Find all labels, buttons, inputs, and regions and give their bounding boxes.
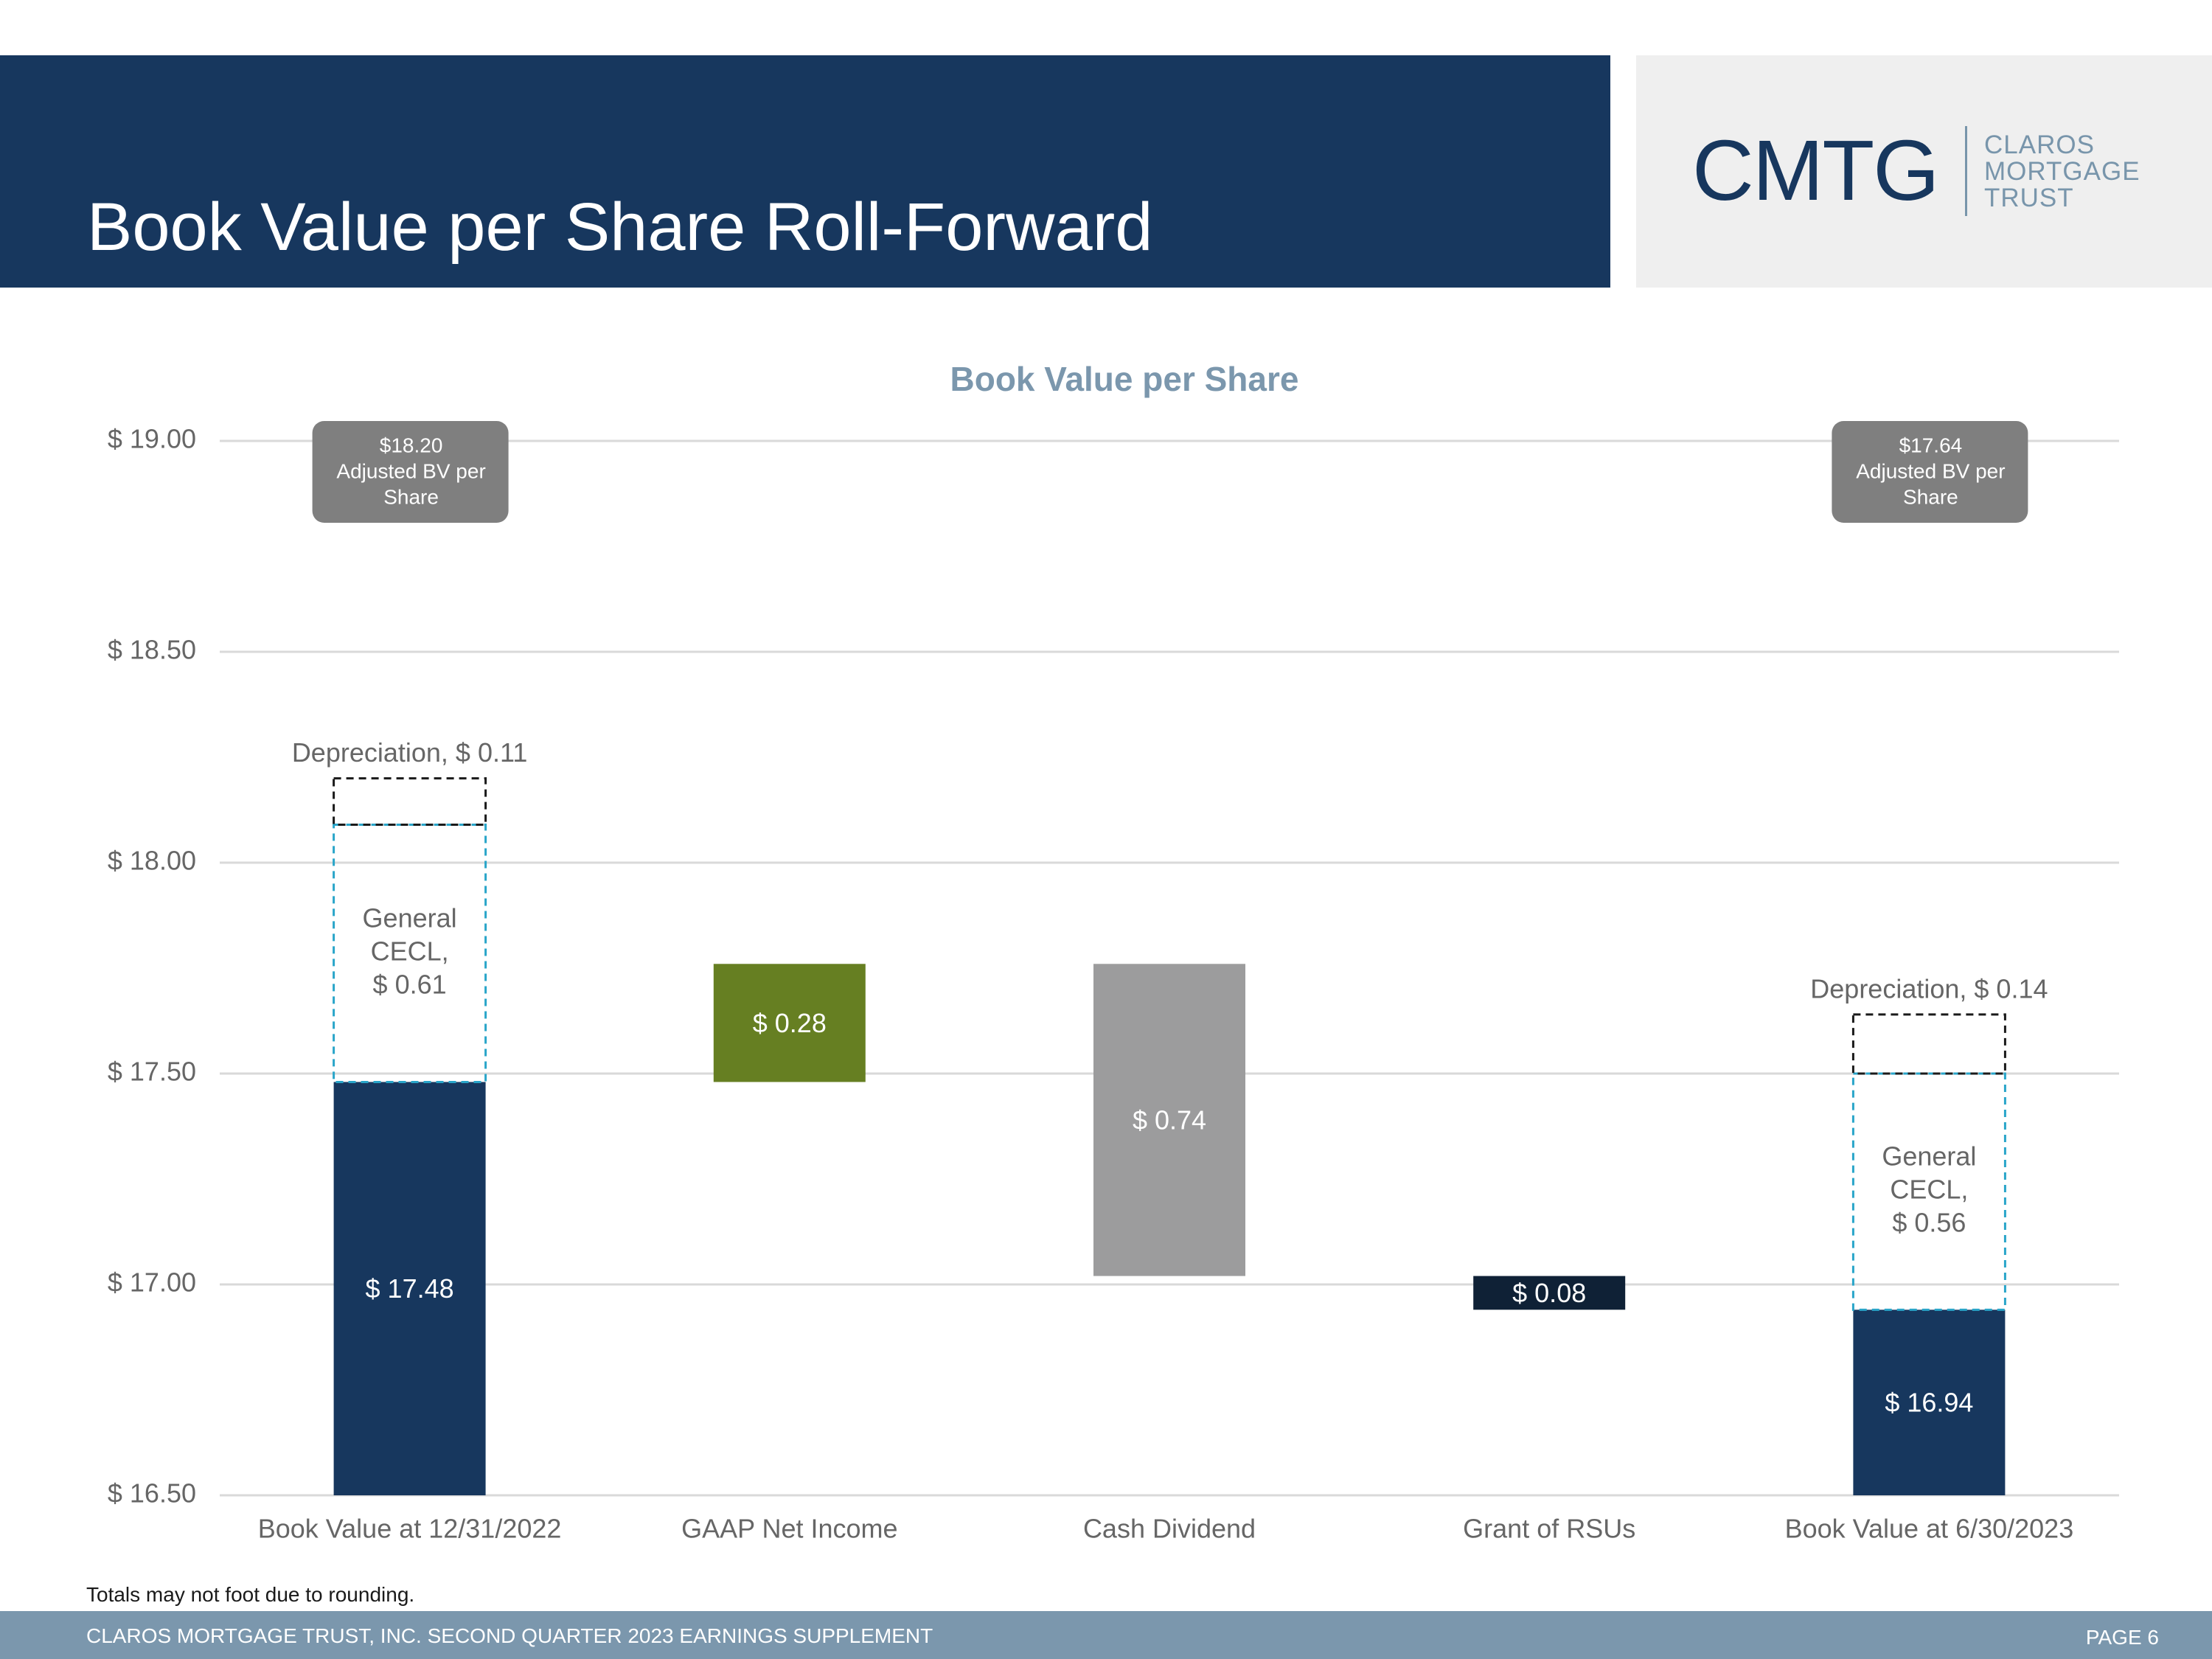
- company-logo: CMTG CLAROS MORTGAGE TRUST: [1636, 55, 2212, 288]
- callout-text: Adjusted BV per: [336, 459, 485, 482]
- data-label: $ 16.94: [1885, 1388, 1973, 1418]
- x-tick-label: Cash Dividend: [1083, 1514, 1256, 1544]
- depreciation-adjustment: [333, 777, 487, 827]
- depreciation-label: Depreciation, $ 0.14: [1810, 973, 2048, 1004]
- bar: [333, 1082, 486, 1495]
- page-number: PAGE 6: [2085, 1626, 2159, 1649]
- depreciation-label: Depreciation, $ 0.11: [292, 737, 528, 768]
- callout-text: Adjusted BV per: [1856, 459, 2005, 482]
- y-tick-label: $ 19.00: [108, 424, 196, 454]
- logo-word: CLAROS: [1984, 131, 2095, 159]
- cecl-label: $ 0.61: [373, 969, 447, 999]
- cecl-label: $ 0.56: [1892, 1208, 1966, 1238]
- x-tick-label: Grant of RSUs: [1463, 1514, 1635, 1544]
- adjusted-bv-callout: [1832, 421, 2028, 523]
- header-band: [0, 55, 1610, 288]
- data-label: $ 0.08: [1512, 1278, 1586, 1308]
- depreciation-adjustment: [1851, 1013, 2006, 1075]
- cecl-label: General: [1882, 1141, 1976, 1172]
- callout-text: Share: [1903, 485, 1958, 508]
- cecl-label: General: [363, 902, 457, 933]
- y-tick-label: $ 17.00: [108, 1267, 196, 1298]
- bar: [1473, 1276, 1626, 1310]
- cecl-label: CECL,: [371, 936, 449, 966]
- logo-divider: [1965, 126, 1967, 216]
- page-title: Book Value per Share Roll-Forward: [87, 189, 1153, 265]
- bar: [1093, 964, 1245, 1276]
- bar: [713, 964, 866, 1082]
- footer-text: CLAROS MORTGAGE TRUST, INC. SECOND QUART…: [86, 1624, 933, 1647]
- data-label: $ 17.48: [366, 1273, 454, 1304]
- x-tick-label: Book Value at 12/31/2022: [258, 1514, 562, 1544]
- callout-text: Share: [383, 485, 439, 508]
- adjusted-bv-callout: [312, 421, 509, 523]
- footer-band: CLAROS MORTGAGE TRUST, INC. SECOND QUART…: [0, 1611, 2212, 1659]
- chart-title: Book Value per Share: [950, 360, 1299, 398]
- y-tick-label: $ 17.50: [108, 1057, 196, 1087]
- y-tick-label: $ 16.50: [108, 1478, 196, 1509]
- cecl-label: CECL,: [1890, 1175, 1968, 1205]
- waterfall-chart: Book Value per Share $ 16.50 $ 17.00 $ 17.5…: [108, 360, 2119, 1544]
- bar: [1853, 1310, 2006, 1495]
- callout-text: $17.64: [1899, 434, 1963, 456]
- data-label: $ 0.28: [753, 1008, 827, 1038]
- logo-mark: CMTG: [1692, 122, 1939, 218]
- data-label: $ 0.74: [1133, 1105, 1206, 1135]
- logo-word: MORTGAGE: [1984, 157, 2140, 186]
- x-tick-label: Book Value at 6/30/2023: [1785, 1514, 2074, 1544]
- logo-wordmark: CLAROS MORTGAGE TRUST: [1984, 132, 2140, 212]
- callout-text: $18.20: [380, 434, 443, 456]
- cecl-adjustment: [333, 824, 487, 1083]
- y-tick-label: $ 18.00: [108, 846, 196, 876]
- footnote: Totals may not foot due to rounding.: [86, 1583, 415, 1606]
- x-tick-label: GAAP Net Income: [681, 1514, 897, 1544]
- y-tick-label: $ 18.50: [108, 635, 196, 665]
- cecl-adjustment: [1851, 1072, 2006, 1311]
- logo-word: TRUST: [1984, 184, 2074, 212]
